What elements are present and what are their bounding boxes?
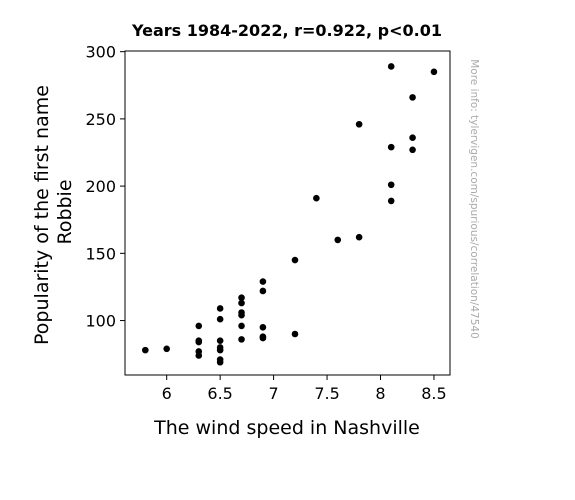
data-point-36: [409, 134, 416, 142]
data-point-18: [238, 322, 245, 330]
data-point-15: [238, 299, 245, 307]
data-point-20: [259, 278, 267, 285]
data-point-0: [142, 346, 149, 354]
data-point-38: [430, 68, 438, 76]
data-point-9: [216, 337, 224, 345]
data-point-25: [291, 256, 299, 264]
y-tick-label-3: 250: [85, 110, 116, 129]
y-tick-label-0: 100: [85, 312, 116, 331]
data-point-34: [387, 197, 395, 205]
data-points: [142, 63, 438, 366]
data-point-8: [216, 315, 224, 323]
data-point-19: [238, 336, 245, 343]
data-point-35: [409, 94, 416, 101]
plot-area: [124, 50, 451, 376]
data-point-33: [387, 181, 395, 189]
x-axis-label: The wind speed in Nashville: [153, 417, 420, 439]
data-point-17: [238, 311, 245, 319]
plot-frame: [124, 50, 451, 376]
data-point-1: [163, 345, 170, 353]
data-point-30: [355, 233, 363, 241]
data-point-24: [259, 334, 267, 342]
x-tick-label-5: 8.5: [421, 384, 446, 403]
data-point-37: [409, 146, 416, 154]
watermark-text: More info: tylervigen.com/spurious/corre…: [468, 59, 480, 339]
y-axis-label-line-2: Robbie: [54, 179, 76, 244]
data-point-26: [291, 330, 299, 338]
y-tick-label-1: 150: [85, 244, 116, 263]
data-point-4: [195, 338, 203, 346]
x-tick-label-1: 6.5: [207, 384, 232, 403]
y-tick-label-2: 200: [85, 177, 116, 196]
x-tick-label-2: 7: [269, 384, 279, 403]
data-point-13: [216, 358, 224, 366]
x-axis: 6 6.5 7 7.5 8 8.5: [162, 375, 447, 403]
x-tick-label-3: 7.5: [314, 384, 339, 403]
x-tick-label-4: 8: [375, 384, 385, 403]
data-point-27: [313, 194, 320, 202]
y-axis-label-line-1: Popularity of the first name: [31, 85, 53, 345]
y-tick-label-4: 300: [85, 43, 116, 62]
data-point-21: [259, 287, 267, 295]
chart-title: Years 1984-2022, r=0.922, p<0.01: [131, 21, 442, 40]
x-tick-label-0: 6: [162, 384, 172, 403]
data-point-28: [334, 236, 342, 244]
y-axis-label: Popularity of the first name Robbie: [31, 79, 76, 345]
data-point-7: [216, 305, 224, 312]
data-point-2: [195, 322, 203, 330]
data-point-29: [355, 120, 363, 128]
data-point-22: [259, 323, 267, 331]
data-point-31: [387, 63, 395, 70]
y-axis: 100 150 200 250 300: [85, 43, 125, 331]
data-point-14: [238, 294, 245, 302]
data-point-32: [387, 143, 395, 151]
data-point-11: [216, 346, 224, 354]
data-point-6: [195, 352, 203, 359]
